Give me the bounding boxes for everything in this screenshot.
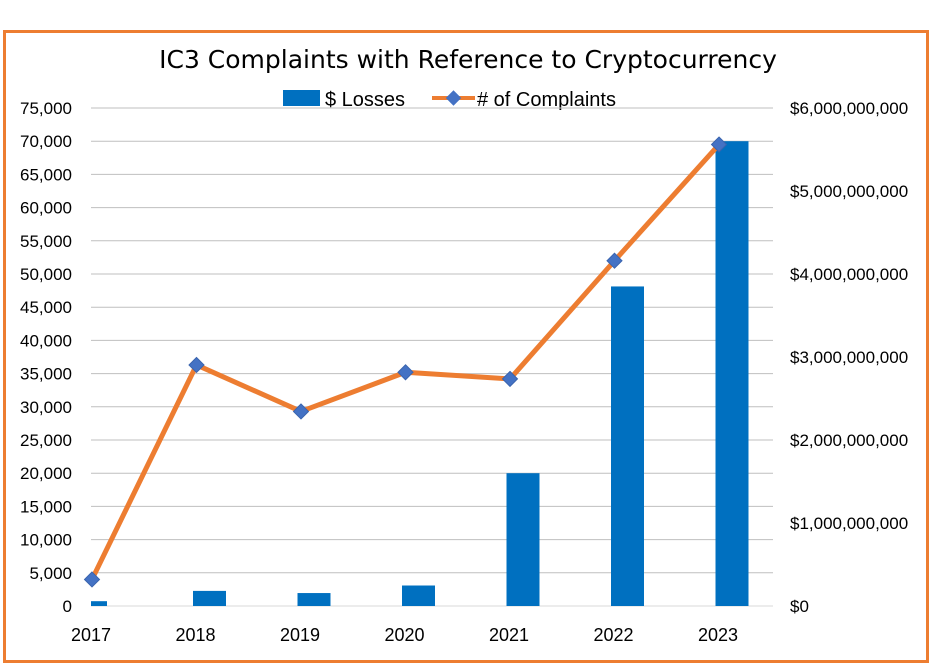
legend-swatch-complaints-marker — [445, 90, 462, 106]
chart-title: IC3 Complaints with Reference to Cryptoc… — [159, 45, 777, 74]
right-axis: $0 $1,000,000,000 $2,000,000,000 $3,000,000… — [790, 99, 908, 616]
left-axis: 0 5,000 10,000 15,000 20,000 25,000 30,000 35,0… — [20, 99, 72, 616]
left-tick-label: 35,000 — [20, 365, 72, 384]
bar-losses-2022 — [611, 286, 644, 606]
x-tick-label: 2023 — [698, 625, 738, 645]
x-tick-label: 2019 — [280, 625, 320, 645]
left-tick-label: 10,000 — [20, 531, 72, 550]
legend: $ Losses # of Complaints — [283, 89, 616, 111]
x-tick-label: 2020 — [384, 625, 424, 645]
bar-losses-2017 — [91, 601, 107, 606]
bar-losses-2018 — [193, 590, 226, 606]
complaints-marker-2018 — [188, 356, 205, 374]
losses-bars — [91, 141, 749, 606]
x-axis: 2017 2018 2019 2020 2021 2022 2023 — [71, 625, 738, 645]
complaints-marker-2020 — [397, 364, 414, 381]
complaints-line — [83, 136, 728, 588]
legend-label-complaints: # of Complaints — [477, 89, 616, 111]
bar-losses-2023 — [715, 141, 749, 606]
legend-label-losses: $ Losses — [325, 89, 405, 111]
left-tick-label: 25,000 — [20, 431, 72, 450]
left-tick-label: 20,000 — [20, 464, 72, 483]
right-tick-label: $1,000,000,000 — [790, 514, 908, 533]
gridlines — [91, 107, 773, 607]
complaints-marker-2021 — [501, 370, 519, 388]
right-tick-label: $3,000,000,000 — [790, 348, 908, 367]
complaints-marker-2019 — [292, 403, 310, 420]
left-tick-label: 5,000 — [29, 564, 72, 583]
left-tick-label: 55,000 — [20, 232, 72, 251]
left-tick-label: 70,000 — [20, 132, 72, 151]
legend-swatch-losses — [283, 90, 320, 106]
right-tick-label: $6,000,000,000 — [790, 99, 908, 118]
bar-losses-2021 — [506, 473, 540, 606]
left-tick-label: 50,000 — [20, 265, 72, 284]
x-tick-label: 2022 — [593, 625, 633, 645]
left-tick-label: 15,000 — [20, 497, 72, 516]
left-tick-label: 45,000 — [20, 298, 72, 317]
right-tick-label: $2,000,000,000 — [790, 431, 908, 450]
bar-losses-2019 — [297, 593, 331, 606]
complaints-marker-2017 — [83, 571, 101, 588]
left-tick-label: 65,000 — [20, 165, 72, 184]
x-tick-label: 2021 — [489, 625, 529, 645]
left-tick-label: 30,000 — [20, 398, 72, 417]
right-tick-label: $4,000,000,000 — [790, 265, 908, 284]
complaints-marker-2022 — [606, 252, 623, 269]
right-tick-label: $0 — [790, 597, 809, 616]
left-tick-label: 0 — [63, 597, 72, 616]
left-tick-label: 75,000 — [20, 99, 72, 118]
chart-frame — [3, 30, 929, 663]
right-tick-label: $5,000,000,000 — [790, 182, 908, 201]
bar-losses-2020 — [402, 585, 435, 606]
left-tick-label: 60,000 — [20, 199, 72, 218]
complaints-marker-2023 — [710, 136, 728, 153]
left-tick-label: 40,000 — [20, 331, 72, 350]
x-tick-label: 2017 — [71, 625, 111, 645]
x-tick-label: 2018 — [175, 625, 215, 645]
